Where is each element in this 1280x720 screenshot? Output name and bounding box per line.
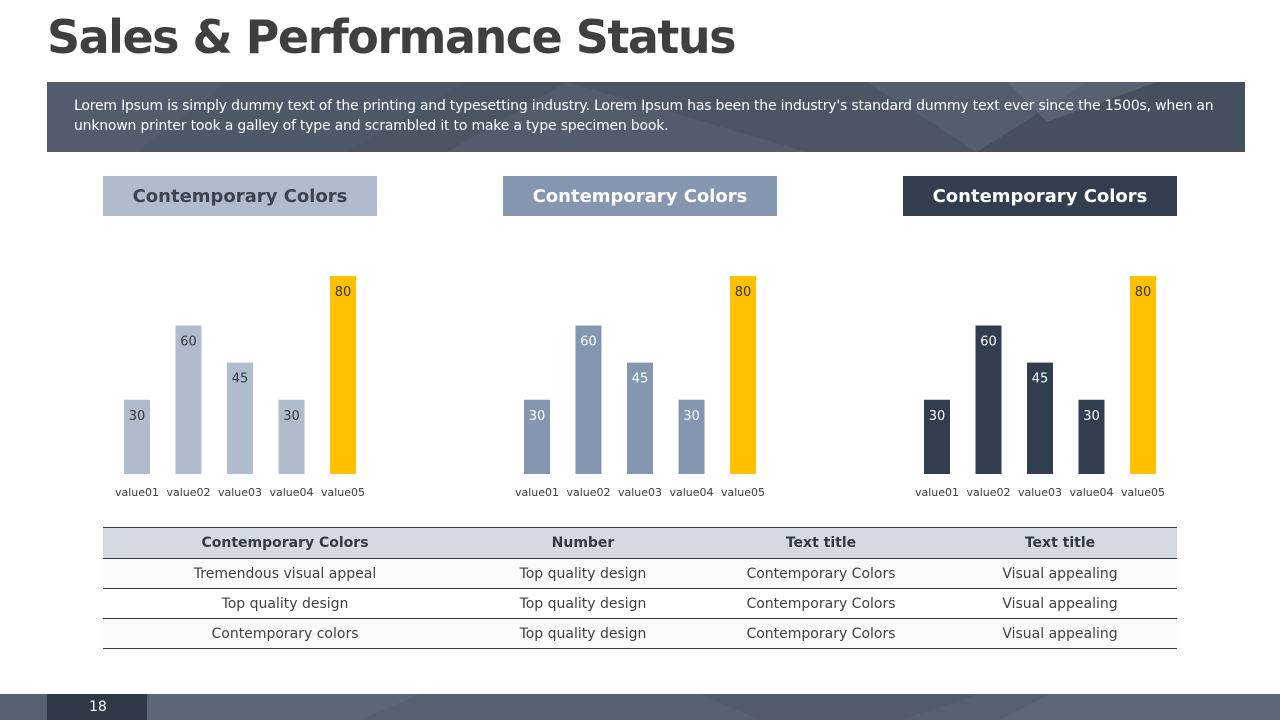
chart-1-header: Contemporary Colors [103,176,377,216]
bar-chart-2: 30 value01 60 value02 45 value03 30 value04 80 va… [515,276,765,499]
banner-background-pattern [47,82,1245,152]
page-title: Sales & Performance Status [47,10,737,64]
data-label: 80 [335,285,352,300]
table-cell: Contemporary Colors [699,618,943,649]
table-cell: Visual appealing [943,558,1177,589]
category-label: value02 [566,486,610,499]
data-label: 45 [632,372,649,387]
bar-value02 [975,325,1002,474]
bar-value05 [730,276,756,474]
data-label: 80 [735,285,752,300]
bar-value01 [524,399,550,474]
category-label: value04 [669,486,713,499]
summary-table: Contemporary Colors Number Text title Te… [103,527,1177,649]
data-label: 30 [929,409,946,424]
category-label: value01 [115,486,159,499]
bar-value05 [1130,276,1156,474]
table-cell: Tremendous visual appeal [103,558,467,589]
category-label: value03 [1018,486,1062,499]
data-label: 30 [683,409,700,424]
bar-value01 [924,399,950,474]
data-label: 30 [129,409,146,424]
category-label: value02 [166,486,210,499]
bar-value03 [627,362,653,474]
bar-value05 [330,276,356,474]
bar-value04 [678,399,705,474]
chart-3-header: Contemporary Colors [903,176,1177,216]
bar-value04 [1078,399,1105,474]
table-row: Tremendous visual appeal Top quality des… [103,558,1177,589]
table-cell: Visual appealing [943,618,1177,649]
footer-bar: 18 [0,694,1280,720]
data-label: 60 [180,335,197,350]
table-cell: Top quality design [467,558,699,589]
category-label: value01 [515,486,559,499]
data-label: 45 [232,372,249,387]
page-number-box: 18 [47,694,147,720]
table-cell: Contemporary colors [103,618,467,649]
bar-value04 [278,399,305,474]
data-label: 30 [283,409,300,424]
table-cell: Contemporary Colors [699,558,943,589]
bar-value03 [227,362,253,474]
category-label: value05 [321,486,365,499]
table-cell: Contemporary Colors [699,588,943,619]
table-row: Contemporary colors Top quality design C… [103,618,1177,649]
category-label: value03 [218,486,262,499]
table-cell: Top quality design [467,588,699,619]
table-cell: Top quality design [467,618,699,649]
table-cell: Visual appealing [943,588,1177,619]
category-label: value04 [1069,486,1113,499]
category-label: value05 [1121,486,1165,499]
summary-table-container: Contemporary Colors Number Text title Te… [103,527,1177,649]
bar-value02 [175,325,202,474]
description-banner: Lorem Ipsum is simply dummy text of the … [47,82,1245,152]
data-label: 30 [1083,409,1100,424]
bar-value02 [575,325,602,474]
category-label: value03 [618,486,662,499]
data-label: 80 [1135,285,1152,300]
category-label: value05 [721,486,765,499]
bar-chart-1: 30 value01 60 value02 45 value03 30 value04 80 va… [115,276,365,499]
bar-chart-3: 30 value01 60 value02 45 value03 30 value04 80 va… [915,276,1165,499]
chart-2-header: Contemporary Colors [503,176,777,216]
data-label: 45 [1032,372,1049,387]
table-header-row: Contemporary Colors Number Text title Te… [103,527,1177,559]
table-header-cell: Contemporary Colors [103,527,467,559]
category-label: value02 [966,486,1010,499]
data-label: 60 [980,335,997,350]
bar-value03 [1027,362,1053,474]
data-label: 60 [580,335,597,350]
table-header-cell: Number [467,527,699,559]
data-label: 30 [529,409,546,424]
bar-value01 [124,399,150,474]
table-header-cell: Text title [943,527,1177,559]
page-number: 18 [89,699,107,715]
table-cell: Top quality design [103,588,467,619]
table-row: Top quality design Top quality design Co… [103,588,1177,619]
description-text: Lorem Ipsum is simply dummy text of the … [74,98,1214,134]
footer-background-pattern [140,694,1280,720]
category-label: value04 [269,486,313,499]
category-label: value01 [915,486,959,499]
table-header-cell: Text title [699,527,943,559]
